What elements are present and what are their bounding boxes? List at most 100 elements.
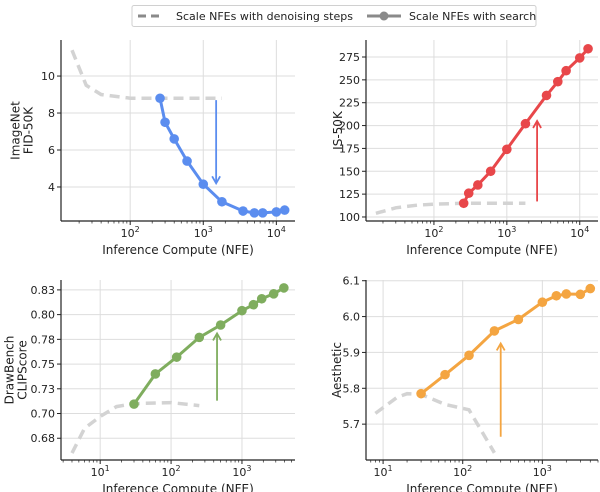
y-axis-label: ImageNet <box>9 101 23 160</box>
x-tick-exponent: 3 <box>511 225 516 234</box>
x-tick-exponent: 3 <box>208 225 213 234</box>
improvement-arrow-head <box>211 175 221 186</box>
y-axis-label: DrawBench <box>3 336 17 405</box>
x-axis-label: Inference Compute (NFE) <box>102 482 254 492</box>
x-tick-exponent: 1 <box>388 464 393 473</box>
search-point <box>585 283 596 294</box>
x-tick-exponent: 4 <box>584 225 589 234</box>
y-axis-label: Aesthetic <box>330 342 344 398</box>
search-point <box>561 289 572 299</box>
y-tick-label: 6 <box>48 144 55 157</box>
search-point <box>551 290 562 301</box>
x-tick-label: 103 <box>232 464 251 479</box>
y-axis-label: CLIPScore <box>16 340 30 399</box>
denoising-steps-line <box>70 400 200 454</box>
search-point <box>489 326 500 336</box>
search-point <box>502 144 512 155</box>
x-tick-exponent: 4 <box>281 225 286 234</box>
search-point <box>150 369 161 379</box>
improvement-arrow-head <box>495 341 506 351</box>
search-point <box>485 166 496 177</box>
search-point <box>160 117 170 128</box>
search-point <box>171 352 182 362</box>
x-tick-base: 10 <box>424 227 438 240</box>
legend-frame <box>131 5 537 27</box>
y-axis-label: FID-50K <box>22 106 36 154</box>
x-tick-exponent: 3 <box>246 464 251 473</box>
y-tick-label: 0.68 <box>31 432 56 445</box>
search-point <box>268 289 279 299</box>
search-point <box>249 208 260 218</box>
x-tick-label: 103 <box>497 225 516 240</box>
y-tick-label: 5.8 <box>343 382 361 395</box>
y-tick-label: 10 <box>41 70 55 83</box>
search-point <box>256 293 267 304</box>
search-point <box>194 332 205 343</box>
search-point <box>513 314 524 325</box>
x-tick-label: 102 <box>424 225 443 240</box>
x-tick-label: 103 <box>194 225 213 240</box>
x-tick-base: 10 <box>374 466 388 479</box>
search-point <box>182 156 192 166</box>
search-point <box>537 297 548 308</box>
y-tick-label: 0.70 <box>31 408 56 421</box>
y-tick-label: 0.78 <box>31 333 56 346</box>
x-tick-label: 104 <box>570 225 589 240</box>
x-tick-label: 101 <box>374 464 393 479</box>
search-line <box>158 97 286 215</box>
x-tick-label: 101 <box>91 464 110 479</box>
search-point <box>155 93 165 104</box>
y-tick-label: 250 <box>339 74 360 87</box>
x-tick-exponent: 2 <box>467 464 472 473</box>
y-tick-label: 5.9 <box>343 346 361 359</box>
search-line <box>420 287 592 395</box>
x-tick-label: 102 <box>121 225 140 240</box>
x-axis-label: Inference Compute (NFE) <box>406 243 558 257</box>
y-tick-label: 4 <box>48 181 55 194</box>
x-tick-label: 102 <box>162 464 181 479</box>
y-tick-label: 0.75 <box>31 358 56 371</box>
search-point <box>520 118 531 129</box>
x-tick-exponent: 2 <box>438 225 443 234</box>
x-tick-label: 103 <box>533 464 552 479</box>
search-point <box>473 180 483 190</box>
search-point <box>129 399 139 409</box>
y-axis-label: IS-50K <box>331 110 345 150</box>
x-tick-base: 10 <box>162 466 176 479</box>
x-tick-base: 10 <box>453 466 467 479</box>
y-tick-label: 6.0 <box>343 311 361 324</box>
search-point <box>583 43 593 54</box>
legend-label-denoising: Scale NFEs with denoising steps <box>176 10 353 23</box>
x-tick-base: 10 <box>121 227 135 240</box>
y-tick-label: 125 <box>339 188 360 201</box>
search-point <box>257 208 268 218</box>
y-tick-label: 175 <box>339 142 360 155</box>
search-point <box>237 305 247 316</box>
search-point <box>574 53 585 63</box>
search-point <box>440 369 450 380</box>
search-point <box>464 350 474 361</box>
x-tick-exponent: 2 <box>176 464 181 473</box>
search-point <box>463 188 474 199</box>
y-tick-label: 200 <box>339 120 360 133</box>
x-tick-base: 10 <box>570 227 584 240</box>
legend-marker-swatch <box>379 11 389 21</box>
y-tick-label: 150 <box>339 165 360 178</box>
y-tick-label: 100 <box>339 211 360 224</box>
x-tick-base: 10 <box>497 227 511 240</box>
x-tick-base: 10 <box>232 466 246 479</box>
search-point <box>215 320 226 330</box>
search-point <box>169 134 179 144</box>
y-tick-label: 225 <box>339 97 360 110</box>
x-tick-label: 104 <box>267 225 286 240</box>
denoising-steps-line <box>375 201 526 215</box>
y-tick-label: 6.1 <box>343 275 361 288</box>
x-axis-label: Inference Compute (NFE) <box>102 243 254 257</box>
y-tick-label: 5.7 <box>343 418 361 431</box>
search-point <box>198 179 209 190</box>
x-tick-base: 10 <box>533 466 547 479</box>
x-axis-label: Inference Compute (NFE) <box>406 482 558 492</box>
